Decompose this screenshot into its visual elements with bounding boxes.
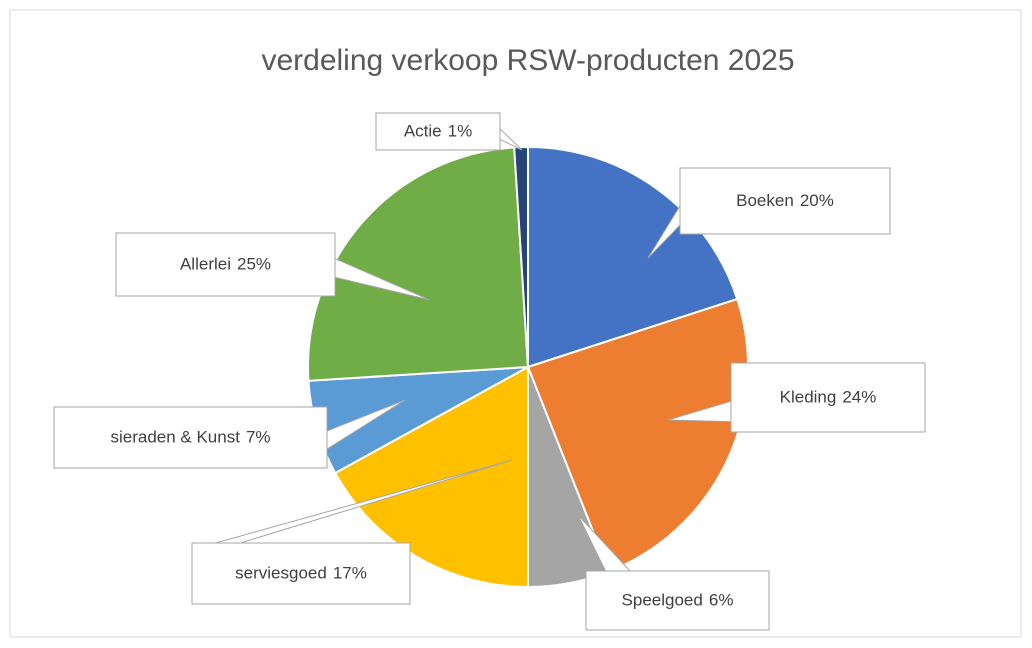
label-category: Boeken [736,191,794,210]
label-box [53,406,328,469]
data-label: Speelgoed 6% [622,591,734,610]
data-label: serviesgoed 17% [235,564,367,583]
label-category: sieraden & Kunst [110,428,240,447]
label-box [191,542,411,605]
label-category: Allerlei [180,255,231,274]
pie [307,145,749,589]
data-labels: Boeken 20% Kleding 24% Speelgoed 6% serviesgoe… [53,112,926,631]
data-label: Kleding 24% [780,388,877,407]
pie-slice [527,145,739,369]
label-value: 7% [246,428,271,447]
label-value: 25% [237,255,271,274]
label-box [679,167,891,235]
data-label: Boeken 20% [736,191,834,210]
pie-slice [307,146,530,382]
label-box [115,232,336,297]
label-box [375,112,501,151]
label-category: Actie [404,122,442,141]
data-label: Actie 1% [404,122,472,141]
label-box [730,362,926,433]
label-category: Kleding [780,388,837,407]
label-value: 17% [333,564,367,583]
pie-slice [513,145,529,368]
label-value: 1% [448,122,473,141]
label-box [585,570,770,631]
label-value: 20% [800,191,834,210]
pie-slice [333,365,529,589]
data-label: Allerlei 25% [180,255,271,274]
label-value: 24% [842,388,876,407]
chart-title: verdeling verkoop RSW-producten 2025 [261,44,794,77]
label-category: Speelgoed [622,591,703,610]
label-value: 6% [709,591,734,610]
label-category: serviesgoed [235,564,327,583]
data-label: sieraden & Kunst 7% [110,428,270,447]
